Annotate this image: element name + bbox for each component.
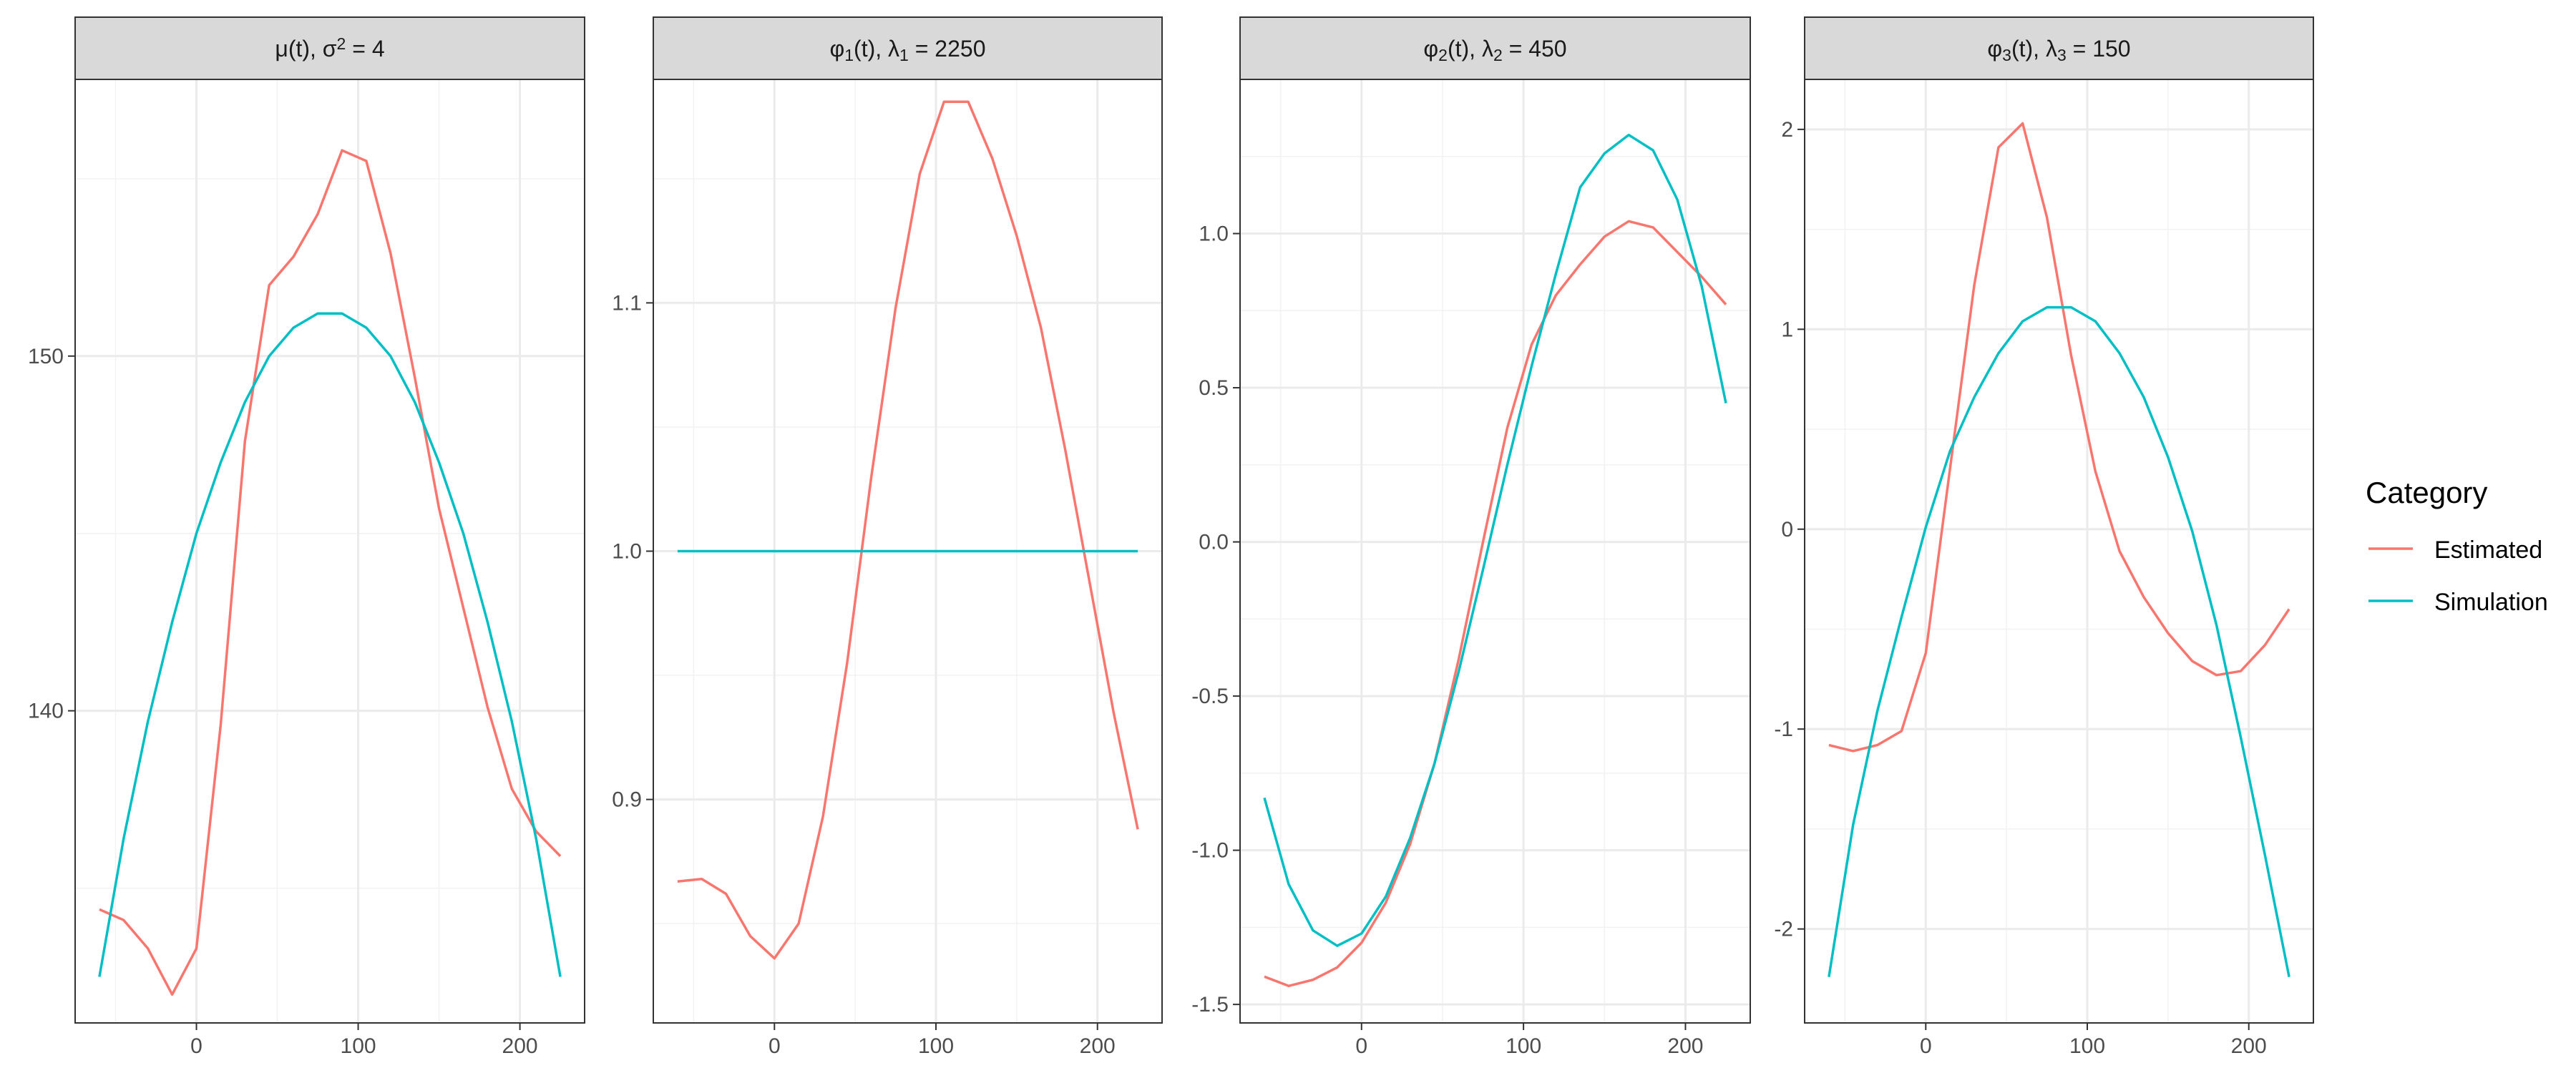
y-tick-label: 1	[1781, 318, 1793, 341]
panel-background	[75, 79, 585, 1023]
series-line-simulation	[1263, 133, 1727, 947]
legend-label-simulation: Simulation	[2434, 589, 2548, 616]
legend: Category Estimated Simulation	[2366, 476, 2548, 616]
series-line-estimated	[677, 100, 1139, 960]
x-tick-label: 100	[918, 1034, 954, 1058]
y-tick-label: -2	[1774, 918, 1793, 941]
series-line-estimated	[1264, 220, 1727, 988]
y-tick-label: 0.5	[1199, 376, 1229, 400]
y-tick-label: 1.0	[1199, 222, 1229, 246]
y-tick-label: 2	[1781, 118, 1793, 142]
y-tick-label: 1.0	[612, 540, 642, 564]
panel-background	[1240, 79, 1750, 1023]
x-tick-label: 0	[1355, 1034, 1367, 1058]
panel-title: φ2(t), λ2 = 450	[1423, 36, 1566, 64]
x-tick-label: 100	[2069, 1034, 2105, 1058]
panel-3: φ2(t), λ2 = 450 0 100 200 -1.5 -1.0 -0.5 0.0 0.5…	[1191, 16, 1751, 1058]
panel-title: φ1(t), λ1 = 2250	[830, 36, 986, 64]
series-line-estimated	[99, 149, 562, 996]
y-tick-label: 0	[1781, 518, 1793, 542]
legend-title: Category	[2366, 476, 2487, 509]
panel-title: μ(t), σ2 = 4	[275, 34, 384, 62]
x-tick-label: 100	[1506, 1034, 1541, 1058]
x-tick-label: 0	[1920, 1034, 1932, 1058]
x-tick-label: 0	[769, 1034, 781, 1058]
x-tick-label: 100	[341, 1034, 376, 1058]
panel-border	[1239, 79, 1751, 1024]
y-tick-label: 140	[28, 700, 64, 723]
y-tick-label: -1.0	[1191, 839, 1229, 863]
legend-label-estimated: Estimated	[2434, 536, 2542, 564]
series-line-estimated	[1828, 122, 2290, 753]
y-tick-label: -1	[1774, 717, 1793, 741]
x-tick-label: 200	[1667, 1034, 1703, 1058]
y-tick-label: -1.5	[1191, 993, 1229, 1016]
panel-background	[1805, 79, 2313, 1023]
panel-4: φ3(t), λ3 = 150 0 100 200 -2 -1 0 1 2	[1774, 16, 2314, 1058]
panel-border	[1804, 79, 2314, 1024]
series-line-simulation	[98, 312, 562, 977]
y-tick-label: -0.5	[1191, 685, 1229, 708]
panel-border	[74, 79, 585, 1024]
panel-title: φ3(t), λ3 = 150	[1987, 36, 2130, 64]
x-tick-label: 0	[190, 1034, 203, 1058]
panel-2: φ1(t), λ1 = 2250 0 100 200 0.9 1.0 1.1	[612, 16, 1163, 1058]
panel-strip	[74, 16, 585, 80]
y-tick-label: 0.9	[612, 788, 642, 812]
panel-strip	[1804, 16, 2314, 80]
y-tick-label: 150	[28, 345, 64, 368]
panel-strip	[1239, 16, 1751, 80]
x-tick-label: 200	[502, 1034, 538, 1058]
y-tick-label: 0.0	[1199, 531, 1229, 554]
y-tick-label: 1.1	[612, 291, 642, 315]
panel-strip	[653, 16, 1163, 80]
x-tick-label: 200	[1080, 1034, 1116, 1058]
panel-1: μ(t), σ2 = 4 0 100 200 140 150	[28, 16, 585, 1058]
series-line-simulation	[1828, 305, 2290, 978]
x-tick-label: 200	[2231, 1034, 2267, 1058]
